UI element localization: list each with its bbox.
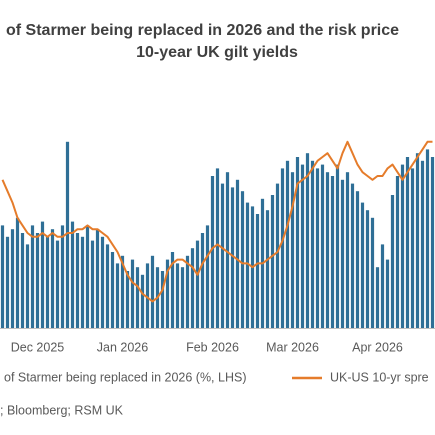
bar [45,236,50,328]
bar [245,202,250,328]
bar [30,225,35,328]
bar [240,191,245,328]
bar [285,160,290,328]
bar [215,168,220,328]
bar [330,176,335,328]
bar [300,164,305,328]
bar [15,217,20,328]
bar [420,160,425,328]
bar [65,141,70,328]
bar [270,195,275,328]
bar [95,229,100,328]
bar [170,252,175,328]
bar [355,191,360,328]
bar [275,183,280,328]
bar [50,229,55,328]
bar [365,210,370,328]
bar [80,236,85,328]
bar [380,244,385,328]
line [1,140,433,303]
bar [295,157,300,328]
bar [405,157,410,328]
bar [35,233,40,328]
bar [160,271,165,328]
source-note: ; Bloomberg; RSM UK [0,403,124,417]
bar [130,259,135,328]
bar [375,267,380,328]
bar [165,259,170,328]
bar [255,214,260,328]
bar [190,248,195,328]
bar [105,244,110,328]
bar [20,233,25,328]
bar [100,236,105,328]
bar [150,255,155,328]
bar [370,217,375,328]
x-tick-label: Dec 2025 [11,340,65,354]
bar [220,183,225,328]
bar [350,183,355,328]
bar [145,263,150,328]
bar [90,240,95,328]
bar [315,168,320,328]
bar [180,267,185,328]
bar [320,164,325,328]
bar [385,259,390,328]
bar [410,168,415,328]
bar [280,168,285,328]
bar [290,172,295,328]
bar [25,244,30,328]
x-tick-label: Jan 2026 [97,340,148,354]
bar [175,263,180,328]
bar [390,195,395,328]
bar [335,164,340,328]
bar [5,236,10,328]
bar [235,179,240,328]
bar [185,255,190,328]
bar [0,225,5,328]
bar [325,172,330,328]
bar [225,172,230,328]
chart-subtitle: 10-year UK gilt yields [136,44,298,61]
bar [115,263,120,328]
bar [205,225,210,328]
bar [230,187,235,328]
bar [70,221,75,328]
bar [425,149,430,328]
bar [40,221,45,328]
bar [55,240,60,328]
chart-title: of Starmer being replaced in 2026 and th… [6,22,399,39]
bar [120,255,125,328]
legend-label: of Starmer being replaced in 2026 (%, LH… [4,370,247,384]
bar [135,267,140,328]
bar [265,210,270,328]
bar [430,157,435,328]
bar [415,153,420,328]
bar [195,240,200,328]
bar [395,176,400,328]
bar [140,274,145,328]
x-tick-label: Apr 2026 [352,340,403,354]
legend-label: UK-US 10-yr spre [330,370,429,384]
bar [200,233,205,328]
bar [60,225,65,328]
bar [10,229,15,328]
bar [340,179,345,328]
bar [210,176,215,328]
x-tick-label: Mar 2026 [266,340,319,354]
bar [75,233,80,328]
x-tick-label: Feb 2026 [186,340,239,354]
bar [310,160,315,328]
bar [305,153,310,328]
bar [400,164,405,328]
bar [360,202,365,328]
bar [110,252,115,328]
bar [125,271,130,328]
bar [85,225,90,328]
bar [345,172,350,328]
